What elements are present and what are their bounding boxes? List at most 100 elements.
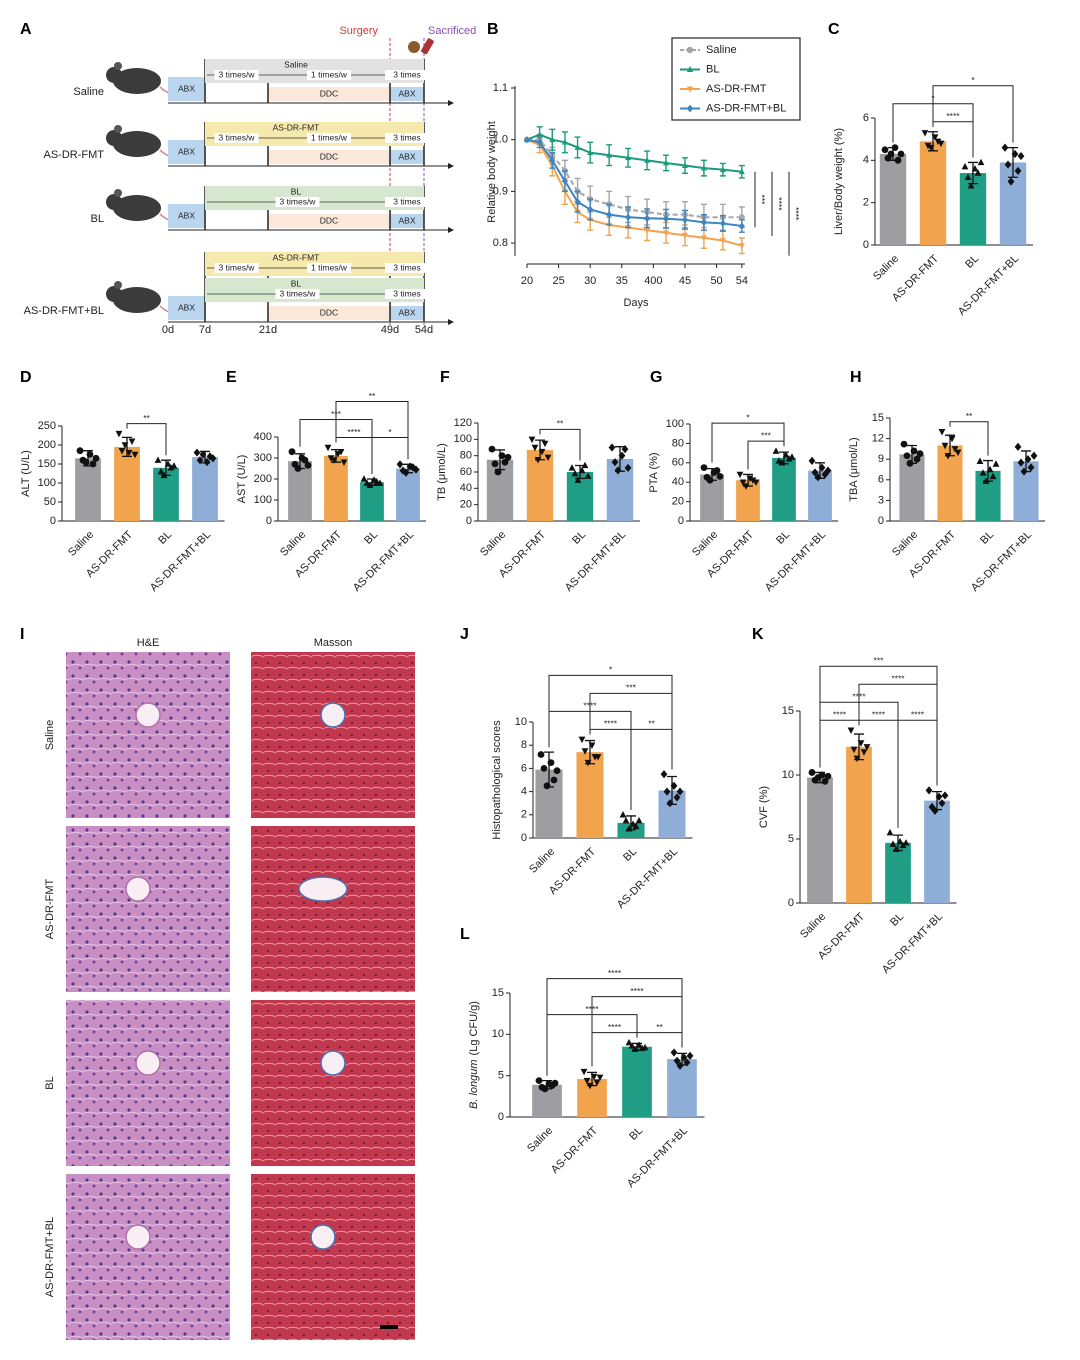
data-point — [494, 468, 502, 476]
ddc-box — [268, 306, 390, 320]
mouse-head — [106, 194, 122, 210]
data-point — [164, 460, 172, 467]
data-point — [541, 440, 549, 448]
data-point — [683, 1058, 691, 1067]
y-tick-label: 20 — [672, 496, 684, 508]
series-marker — [561, 177, 568, 185]
x-tick-label: BL — [963, 253, 981, 271]
series-marker — [549, 136, 556, 143]
data-point — [340, 459, 348, 466]
data-point — [891, 144, 899, 152]
data-point — [406, 462, 414, 471]
y-tick-label: 0.8 — [493, 237, 508, 249]
series-marker — [663, 230, 670, 237]
micrograph — [66, 1174, 230, 1340]
data-point — [594, 754, 602, 761]
series-marker — [644, 157, 651, 163]
significance-bracket — [548, 674, 673, 770]
data-point — [982, 477, 990, 484]
significance-label: **** — [833, 709, 847, 719]
error-bar — [854, 733, 864, 761]
ddc-label: DDC — [320, 307, 338, 317]
mouse-ear — [114, 62, 122, 70]
band-label: AS-DR-FMT — [273, 252, 320, 262]
x-tick-label: Saline — [527, 846, 557, 876]
data-point — [742, 483, 750, 490]
y-tick-label: 8 — [521, 739, 527, 751]
data-point — [666, 799, 674, 808]
significance-label: * — [746, 412, 750, 422]
y-axis-label: Histopathological scores — [491, 720, 503, 840]
series-marker — [574, 144, 581, 150]
series-marker — [536, 138, 543, 146]
data-point — [501, 458, 509, 466]
data-point — [808, 769, 816, 776]
x-tick-label: Saline — [798, 911, 828, 941]
bar — [622, 1046, 652, 1117]
data-point — [537, 751, 545, 758]
mouse-body — [113, 287, 161, 313]
band-label: BL — [291, 278, 302, 288]
data-point — [857, 740, 865, 747]
significance-label: ** — [557, 419, 564, 429]
data-point — [160, 471, 168, 479]
phase-box — [385, 197, 429, 207]
ddc-label: DDC — [320, 215, 338, 225]
series-marker — [681, 162, 688, 168]
bar — [566, 472, 594, 521]
micrograph — [251, 826, 415, 992]
panel-letter: I — [20, 626, 24, 643]
x-tick-label: AS-DR-FMT+BL — [763, 529, 828, 594]
y-tick-label: 100 — [454, 433, 472, 445]
y-tick-label: 40 — [460, 482, 472, 494]
x-tick-label: BL — [978, 529, 996, 547]
x-tick-label: 20 — [521, 275, 533, 287]
data-point — [531, 444, 539, 452]
significance-label: * — [388, 427, 392, 437]
data-point — [1014, 442, 1022, 451]
data-point — [881, 146, 889, 154]
data-point — [977, 158, 985, 166]
y-tick-label: 200 — [38, 439, 56, 451]
series-marker — [606, 211, 613, 219]
series-marker — [587, 205, 594, 214]
data-point — [896, 837, 904, 845]
y-tick-label: 5 — [788, 833, 794, 845]
abx-label: ABX — [178, 210, 195, 220]
data-point — [886, 828, 894, 836]
y-tick-label: 15 — [492, 987, 504, 999]
x-tick-label: BL — [621, 846, 639, 864]
data-point — [89, 460, 97, 468]
data-point — [941, 791, 949, 800]
lane-name: AS-DR-FMT — [44, 149, 105, 161]
arrowhead — [448, 319, 454, 325]
phase-box — [385, 133, 429, 143]
bar — [576, 752, 604, 838]
data-point — [808, 456, 816, 465]
significance-bracket — [819, 665, 938, 786]
data-point — [86, 451, 94, 458]
data-point — [971, 165, 979, 172]
data-point — [670, 1048, 678, 1057]
data-point — [1027, 463, 1035, 472]
data-point — [491, 460, 499, 468]
data-point — [818, 463, 826, 472]
vessel — [320, 702, 346, 728]
data-point — [625, 824, 633, 832]
series-marker — [719, 238, 726, 244]
data-point — [986, 465, 994, 473]
x-tick-label: BL — [774, 529, 792, 547]
y-tick-label: 15 — [782, 705, 794, 717]
column-label: H&E — [137, 637, 160, 649]
band-label: BL — [291, 186, 302, 196]
data-point — [746, 475, 754, 483]
series-marker — [738, 243, 745, 249]
significance-label: **** — [347, 427, 361, 437]
significance-label: ** — [656, 1022, 663, 1032]
data-point — [906, 459, 914, 467]
significance-label: *** — [874, 655, 885, 665]
data-point — [580, 1068, 588, 1076]
data-point — [199, 450, 207, 459]
lane-name: Saline — [73, 86, 104, 98]
y-axis-label: TBA (μmol/L) — [848, 437, 860, 501]
